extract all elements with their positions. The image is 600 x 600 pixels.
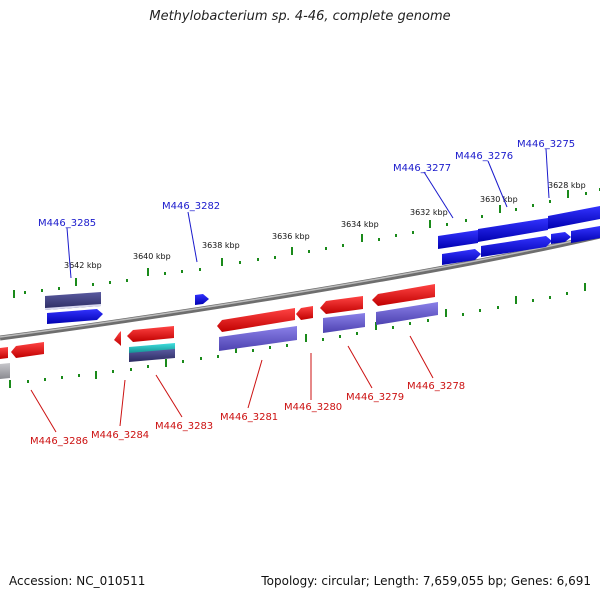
reverse-cds-left-grey[interactable] — [0, 363, 10, 379]
reverse-labels: M446_3286 M446_3284 M446_3283 M446_3281 … — [30, 381, 465, 447]
label-M446_3286[interactable]: M446_3286 — [30, 436, 88, 447]
scale-label-3638: 3638 kbp — [202, 241, 240, 250]
reverse-cds-M446_3278[interactable] — [376, 302, 438, 325]
forward-gene-M446_3276[interactable] — [481, 236, 552, 257]
label-M446_3285[interactable]: M446_3285 — [38, 218, 96, 229]
backbone — [0, 233, 600, 341]
reverse-gene-M446_3286[interactable] — [11, 342, 44, 358]
reverse-gene-M446_3281[interactable] — [217, 308, 295, 332]
label-M446_3275[interactable]: M446_3275 — [517, 139, 575, 150]
reverse-cds-M446_3281[interactable] — [219, 326, 297, 351]
scale-label-3640: 3640 kbp — [133, 252, 171, 261]
scale-label-3642: 3642 kbp — [64, 261, 102, 270]
reverse-gene-left-edge[interactable] — [0, 347, 8, 359]
forward-gene-M446_3285[interactable] — [47, 309, 103, 324]
forward-gene-M446_3276-cds[interactable] — [478, 218, 548, 242]
label-M446_3280[interactable]: M446_3280 — [284, 402, 342, 413]
reverse-gene-M446_3284[interactable] — [114, 331, 121, 346]
label-M446_3277[interactable]: M446_3277 — [393, 163, 451, 174]
forward-label-lines — [66, 148, 550, 279]
scale-label-3632: 3632 kbp — [410, 208, 448, 217]
label-M446_3278[interactable]: M446_3278 — [407, 381, 465, 392]
reverse-gene-M446_3278[interactable] — [372, 284, 435, 306]
reverse-gene-M446_3283[interactable] — [127, 326, 174, 342]
forward-gene-M446_3277-cds[interactable] — [438, 230, 478, 249]
forward-gene-M446_3275[interactable] — [571, 226, 600, 243]
reverse-genes — [0, 284, 435, 359]
upper-scale-ticks — [13, 188, 600, 298]
accession-text: Accession: NC_010511 — [9, 574, 146, 588]
label-M446_3282[interactable]: M446_3282 — [162, 201, 220, 212]
scale-labels: 3642 kbp 3640 kbp 3638 kbp 3636 kbp 3634… — [64, 181, 586, 270]
forward-labels: M446_3285 M446_3282 M446_3277 M446_3276 … — [38, 139, 575, 229]
label-M446_3281[interactable]: M446_3281 — [220, 412, 278, 423]
reverse-label-lines — [30, 335, 434, 433]
scale-label-3628: 3628 kbp — [548, 181, 586, 190]
forward-gene-M446_3275-small[interactable] — [551, 232, 571, 244]
reverse-gene-M446_3279[interactable] — [320, 296, 363, 314]
forward-gene-M446_3282[interactable] — [195, 294, 209, 305]
forward-gene-M446_3275-cds[interactable] — [548, 206, 600, 229]
label-M446_3279[interactable]: M446_3279 — [346, 392, 404, 403]
forward-cds — [45, 292, 101, 310]
scale-label-3634: 3634 kbp — [341, 220, 379, 229]
genome-summary-text: Topology: circular; Length: 7,659,055 bp… — [261, 574, 591, 588]
label-M446_3283[interactable]: M446_3283 — [155, 421, 213, 432]
label-M446_3276[interactable]: M446_3276 — [455, 151, 513, 162]
reverse-cds-M446_3279[interactable] — [323, 313, 365, 333]
lower-scale-ticks — [9, 283, 586, 388]
rna-M446_3283[interactable] — [129, 343, 175, 354]
forward-genes — [47, 206, 600, 324]
forward-gene-M446_3277[interactable] — [442, 249, 481, 265]
label-M446_3284[interactable]: M446_3284 — [91, 430, 149, 441]
scale-label-3630: 3630 kbp — [480, 195, 518, 204]
map-title: Methylobacterium sp. 4-46, complete geno… — [149, 9, 451, 24]
reverse-cds — [0, 302, 438, 379]
reverse-cds-M446_3283[interactable] — [129, 349, 175, 362]
scale-label-3636: 3636 kbp — [272, 232, 310, 241]
reverse-gene-M446_3280[interactable] — [296, 306, 313, 320]
